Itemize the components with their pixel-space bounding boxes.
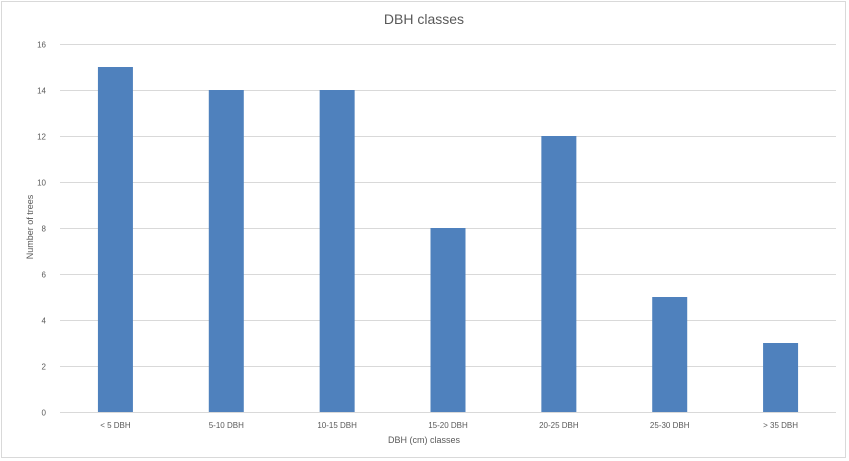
x-tick-label-3: 15-20 DBH bbox=[428, 421, 468, 430]
grid-lines bbox=[60, 44, 836, 413]
bar-0 bbox=[97, 67, 133, 412]
bar-5 bbox=[652, 297, 688, 412]
y-tick-label-0: 0 bbox=[42, 409, 47, 418]
y-tick-label-12: 12 bbox=[37, 133, 46, 142]
x-tick-label-0: < 5 DBH bbox=[100, 421, 131, 430]
y-tick-label-14: 14 bbox=[37, 87, 46, 96]
x-tick-label-2: 10-15 DBH bbox=[317, 421, 357, 430]
x-tick-labels: < 5 DBH 5-10 DBH 10-15 DBH 15-20 DBH 20-25 D… bbox=[100, 421, 798, 430]
bars bbox=[97, 67, 799, 412]
y-tick-label-10: 10 bbox=[37, 179, 46, 188]
chart-title: DBH classes bbox=[384, 11, 464, 27]
bar-6 bbox=[763, 343, 799, 412]
x-tick-label-4: 20-25 DBH bbox=[539, 421, 579, 430]
bar-3 bbox=[430, 228, 466, 412]
x-tick-label-6: > 35 DBH bbox=[763, 421, 798, 430]
x-axis-label: DBH (cm) classes bbox=[388, 435, 461, 445]
y-tick-label-6: 6 bbox=[42, 271, 47, 280]
x-tick-label-5: 25-30 DBH bbox=[650, 421, 690, 430]
y-tick-label-16: 16 bbox=[37, 41, 46, 50]
y-axis-label: Number of trees bbox=[25, 194, 35, 259]
y-tick-label-4: 4 bbox=[42, 317, 47, 326]
bar-2 bbox=[319, 90, 355, 412]
bar-4 bbox=[541, 136, 577, 412]
y-tick-label-8: 8 bbox=[42, 225, 47, 234]
x-tick-label-1: 5-10 DBH bbox=[209, 421, 244, 430]
y-tick-label-2: 2 bbox=[42, 363, 47, 372]
bar-1 bbox=[208, 90, 244, 412]
y-tick-labels: 0 2 4 6 8 10 12 14 16 bbox=[37, 41, 46, 418]
